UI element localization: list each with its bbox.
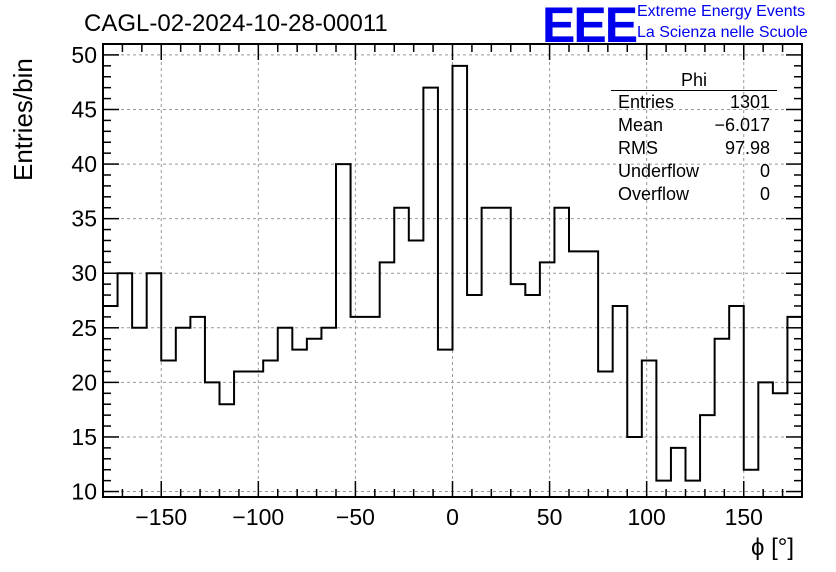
axis-ticks [102, 43, 803, 497]
y-tick-label: 35 [71, 206, 97, 232]
y-tick-label: 20 [71, 369, 97, 395]
stats-label: RMS [618, 138, 658, 158]
stats-row-entries: Entries 1301 [611, 91, 777, 114]
y-tick-label: 30 [71, 260, 97, 286]
y-tick-label: 10 [71, 479, 97, 505]
stats-value: 1301 [729, 92, 770, 112]
stats-row-overflow: Overflow 0 [611, 183, 777, 206]
x-tick-label: −100 [232, 504, 284, 530]
x-tick-labels: −150 −100 −50 0 50 100 150 [135, 504, 763, 530]
y-tick-label: 50 [71, 42, 97, 68]
eee-logo: EEE [542, 0, 638, 53]
org-name-line1: Extreme Energy Events [637, 3, 806, 20]
stats-value: 0 [759, 161, 770, 181]
stats-box: Phi Entries 1301 Mean −6.017 RMS 97.98 U… [611, 70, 777, 206]
stats-row-rms: RMS 97.98 [611, 137, 777, 160]
x-tick-label: 0 [446, 504, 459, 530]
x-tick-label: 100 [627, 504, 665, 530]
x-axis-label: ϕ [°] [751, 534, 795, 561]
x-tick-label: 150 [725, 504, 763, 530]
stats-row-mean: Mean −6.017 [611, 114, 777, 137]
stats-label: Entries [618, 92, 675, 112]
x-tick-label: −50 [336, 504, 375, 530]
y-tick-label: 25 [71, 315, 97, 341]
x-tick-label: −150 [135, 504, 187, 530]
histogram-line [103, 64, 802, 482]
stats-value: 0 [759, 184, 770, 204]
stats-label: Overflow [618, 184, 690, 204]
stats-label: Underflow [618, 161, 700, 181]
x-tick-label: 50 [537, 504, 563, 530]
stats-value: −6.017 [714, 115, 770, 135]
stats-label: Mean [618, 115, 664, 135]
y-axis-label: Entries/bin [8, 58, 38, 181]
stats-row-underflow: Underflow 0 [611, 160, 777, 183]
y-tick-label: 45 [71, 96, 97, 122]
stats-title: Phi [611, 70, 777, 91]
org-name-line2: La Scienza nelle Scuole [637, 24, 808, 41]
y-tick-labels: 10 15 20 25 30 35 40 45 50 [71, 42, 97, 505]
y-tick-label: 15 [71, 424, 97, 450]
stats-value: 97.98 [724, 138, 770, 158]
y-tick-label: 40 [71, 151, 97, 177]
chart-title: CAGL-02-2024-10-28-00011 [84, 10, 388, 37]
